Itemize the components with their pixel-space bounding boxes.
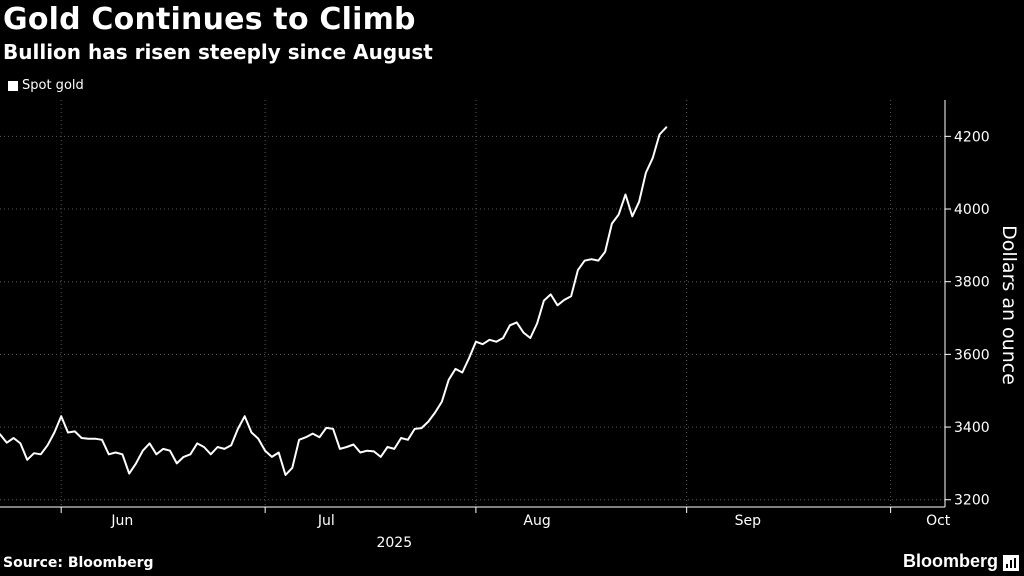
y-tick-label: 4000	[954, 202, 990, 218]
x-tick-label: Aug	[523, 513, 550, 529]
bloomberg-logo: Bloomberg	[902, 551, 998, 571]
y-tick-label: 3400	[954, 420, 990, 436]
legend-label: Spot gold	[22, 78, 84, 93]
chart-subtitle: Bullion has risen steeply since August	[3, 40, 433, 64]
source-note: Source: Bloomberg	[3, 555, 154, 571]
y-tick-label: 3200	[954, 493, 990, 509]
legend-swatch	[8, 80, 18, 91]
legend: Spot gold	[8, 78, 84, 93]
y-axis-title: Dollars an ounce	[998, 225, 1020, 385]
x-tick-label: Oct	[926, 513, 951, 529]
y-tick-label: 3800	[954, 275, 990, 291]
y-tick-label: 3600	[954, 347, 990, 363]
series-line-spot-gold	[0, 126, 668, 476]
chart-title: Gold Continues to Climb	[3, 2, 416, 37]
bloomberg-mark-icon	[1003, 555, 1019, 571]
x-tick-label: Sep	[735, 513, 762, 529]
y-tick-label: 4200	[954, 129, 990, 145]
x-tick-label: Jul	[317, 513, 335, 529]
x-tick-label: Jun	[110, 513, 133, 529]
x-year-label: 2025	[376, 535, 412, 551]
